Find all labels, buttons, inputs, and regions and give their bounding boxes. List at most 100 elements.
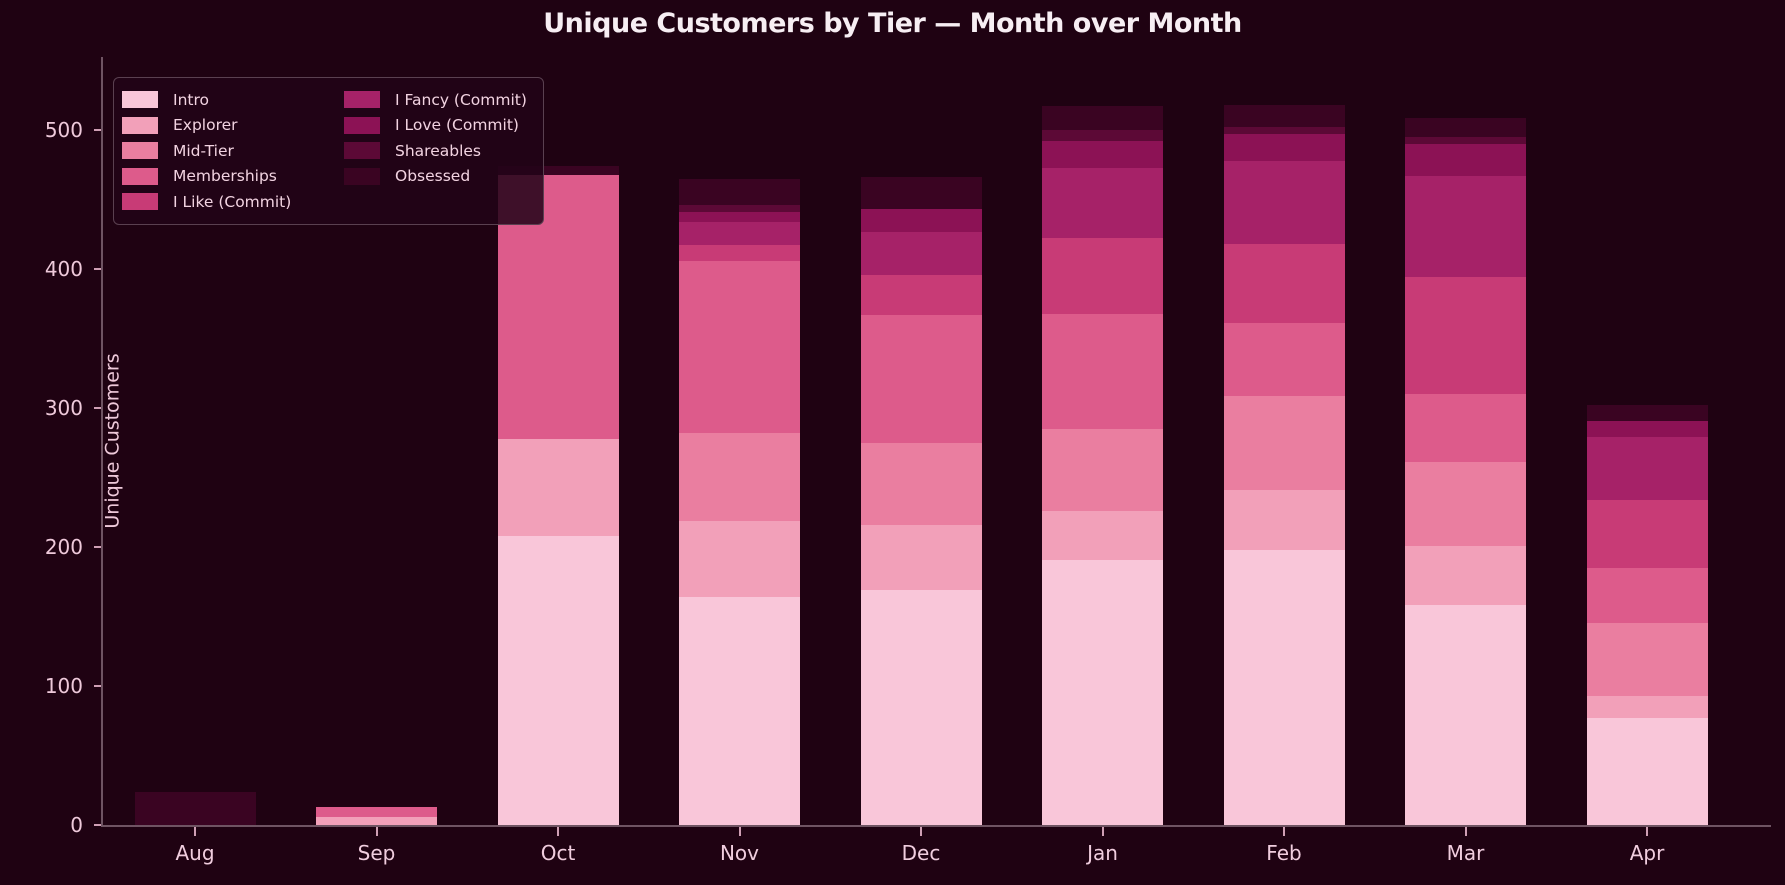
legend-item: Shareables [344,138,527,164]
bar-segment [860,314,982,443]
bar-segment [679,221,800,246]
x-tick-mark [1646,827,1648,836]
bar-aug [134,791,256,825]
bar-segment [679,212,800,222]
bar-segment [1223,134,1345,161]
y-tick-label: 500 [44,118,83,142]
legend-item: Obsessed [344,164,527,190]
legend-label: Memberships [173,167,277,186]
chart-title: Unique Customers by Tier — Month over Mo… [543,8,1242,39]
legend-swatch [344,116,380,134]
bar-segment [679,205,800,213]
x-tick-label: Nov [719,841,760,865]
bar-segment [1405,175,1526,278]
legend-swatch [122,91,158,109]
legend-item: Mid-Tier [122,138,344,164]
y-axis-title: Unique Customers [101,353,124,529]
bar-segment [1405,143,1526,176]
bar-segment [497,438,619,536]
bar-nov [679,178,800,825]
x-tick-label: Jan [1087,841,1118,865]
legend-label: Explorer [173,116,238,135]
x-tick-label: Oct [540,841,576,865]
bar-segment [1586,717,1708,825]
bar-segment [860,231,982,275]
legend-item: I Love (Commit) [344,113,527,139]
legend-swatch [344,91,380,109]
bar-segment [860,442,982,525]
legend-item: Memberships [122,164,344,190]
bar-segment [860,177,982,210]
bar-segment [497,166,619,175]
bar-segment [1586,405,1708,421]
legend-item: Explorer [122,113,344,139]
legend-item: I Fancy (Commit) [344,87,527,113]
bar-segment [860,274,982,315]
bar-segment [1586,420,1708,438]
bar-segment [1405,117,1526,137]
x-tick-mark [375,827,378,836]
bar-segment [679,178,800,206]
x-tick-label: Dec [901,841,941,865]
x-tick-mark [738,827,741,836]
bar-segment [1586,567,1708,624]
bar-segment [860,209,982,232]
bar-dec [860,177,982,825]
bar-segment [1042,238,1163,314]
y-tick-mark [94,407,101,409]
bar-segment [1042,559,1163,825]
y-tick-label: 200 [44,535,83,559]
bar-segment [1405,137,1526,144]
plot-area: Unique Customers 0 100 200 300 400 500 Aug Sep… [45,57,1771,865]
bar-segment [679,597,800,825]
bar-segment [316,806,437,817]
bar-segment [1405,277,1526,395]
legend-label: Mid-Tier [173,141,234,160]
bar-segment [1223,549,1345,825]
bar-segment [1042,106,1163,131]
bar-segment [1586,437,1708,500]
bar-oct [497,166,619,825]
x-tick-mark [1101,827,1104,836]
bar-feb [1223,105,1345,825]
y-tick-label: 400 [44,257,83,281]
y-tick-mark [94,685,101,687]
bar-segment [1405,462,1526,546]
bar-segment [134,791,256,825]
x-tick-mark [1283,827,1285,836]
bar-segment [679,520,800,598]
legend-item: Intro [122,87,344,113]
y-tick-mark [94,824,101,826]
bar-segment [1405,394,1526,463]
bar-segment [1223,490,1345,550]
legend-swatch [344,167,380,185]
y-tick-label: 100 [44,674,83,698]
y-tick-label: 300 [44,396,83,420]
bar-segment [679,433,800,521]
bar-segment [1223,323,1345,396]
legend-item: I Like (Commit) [122,189,344,215]
bar-segment [679,245,800,261]
legend-label: Shareables [395,141,481,160]
legend-label: I Fancy (Commit) [395,90,527,109]
x-tick-label: Sep [357,841,396,865]
x-tick-label: Apr [1629,841,1665,865]
bar-apr [1586,405,1708,825]
bar-sep [316,806,437,825]
x-tick-mark [920,827,922,836]
bar-segment [860,590,982,825]
legend-swatch [122,193,158,211]
bar-segment [1042,313,1163,429]
bar-segment [1586,623,1708,696]
bar-segment [1223,105,1345,128]
bar-segment [1586,695,1708,718]
legend-label: I Love (Commit) [395,116,519,135]
legend-swatch [122,142,158,160]
legend-swatch [344,142,380,160]
bar-segment [1042,510,1163,560]
x-tick-mark [1464,827,1467,836]
x-tick-mark [557,827,559,836]
bar-segment [1042,141,1163,168]
bar-segment [860,524,982,591]
